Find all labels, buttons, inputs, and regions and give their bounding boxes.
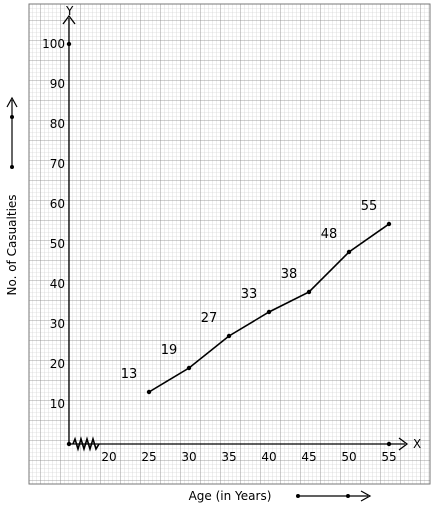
data-point [146, 389, 152, 395]
x-tick-label: 40 [261, 450, 276, 464]
y-tick-label: 100 [42, 37, 65, 51]
data-label: 19 [161, 343, 178, 358]
data-point [186, 365, 192, 371]
data-point [266, 309, 272, 315]
data-label: 55 [361, 199, 378, 214]
horizontal-scale-dot [346, 494, 350, 498]
x-tick-label: 45 [301, 450, 316, 464]
x-tick-label: 20 [101, 450, 116, 464]
y-tick-label: 60 [50, 197, 65, 211]
data-point [306, 289, 312, 295]
vertical-scale-dot [10, 115, 14, 119]
y-tick-label: 90 [50, 77, 65, 91]
y-tick-label: 70 [50, 157, 65, 171]
data-label: 38 [281, 267, 298, 282]
x-axis-title: Age (in Years) [189, 489, 272, 503]
vertical-scale-arrowhead [6, 96, 18, 108]
scale-arrows [6, 96, 372, 502]
data-point [386, 221, 392, 227]
graph-paper [28, 3, 431, 485]
x-tick-label: 55 [381, 450, 396, 464]
x-tick-label: 50 [341, 450, 356, 464]
x-axis-arrowhead [398, 437, 409, 451]
x-end-dot [386, 441, 392, 447]
data-point [226, 333, 232, 339]
y-tick-label: 40 [50, 277, 65, 291]
origin-dot [66, 441, 72, 447]
y-tick-label: 80 [50, 117, 65, 131]
y-axis-title: No. of Casualties [5, 194, 19, 295]
x-axis-letter: X [413, 437, 421, 451]
data-label: 33 [241, 287, 258, 302]
x-tick-label: 30 [181, 450, 196, 464]
y-top-dot [66, 41, 72, 47]
axes: XY [62, 4, 421, 452]
axis-titles: Age (in Years) No. of Casualties [5, 194, 271, 503]
x-tick-label: 35 [221, 450, 236, 464]
horizontal-scale-arrowhead [360, 490, 372, 502]
x-axis-break-zigzag [72, 436, 100, 452]
y-tick-label: 30 [50, 317, 65, 331]
y-axis-arrowhead [62, 14, 76, 25]
series-group: 13 19 27 33 38 48 55 [121, 199, 392, 395]
data-label: 13 [121, 367, 138, 382]
tick-labels: 20 25 30 35 40 45 50 55 10 20 30 40 50 60 70 80 90 100 [42, 37, 397, 464]
y-axis-letter: Y [65, 4, 74, 18]
y-tick-label: 20 [50, 357, 65, 371]
data-label: 48 [321, 227, 338, 242]
y-tick-label: 10 [50, 397, 65, 411]
vertical-scale-dot [10, 165, 14, 169]
data-point [346, 249, 352, 255]
data-label: 27 [201, 311, 218, 326]
y-tick-label: 50 [50, 237, 65, 251]
horizontal-scale-dot [296, 494, 300, 498]
x-tick-label: 25 [141, 450, 156, 464]
